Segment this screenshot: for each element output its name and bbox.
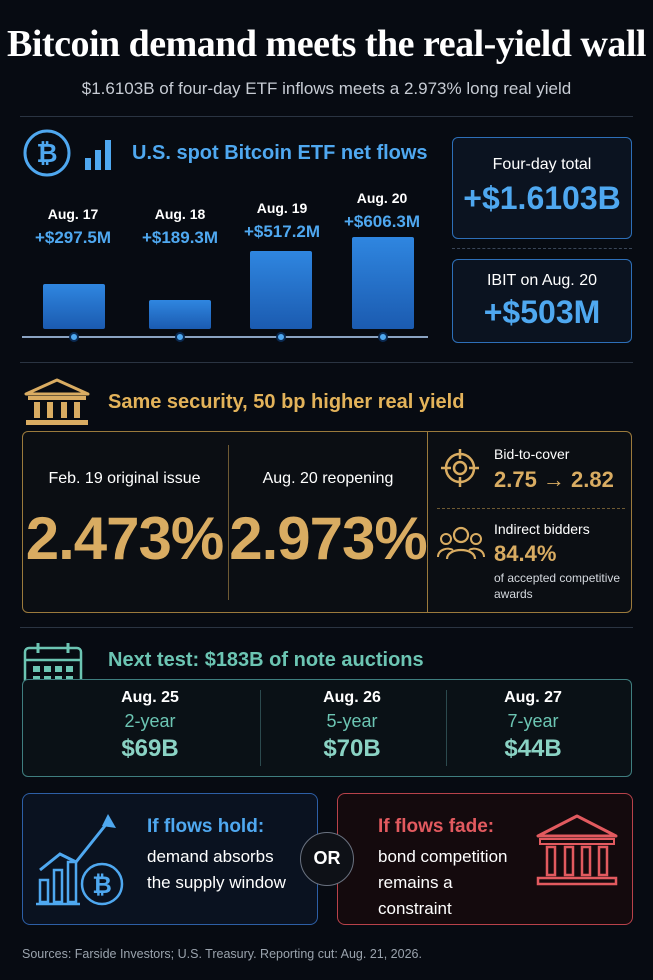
vertical-divider <box>260 690 261 766</box>
svg-text:₿: ₿ <box>36 138 57 168</box>
etf-flow-bar <box>149 300 211 329</box>
auction-amount: $69B <box>121 735 179 762</box>
vertical-divider <box>446 690 447 766</box>
auction-item: Aug. 26 5-year $70B <box>262 689 442 763</box>
auction-date: Aug. 27 <box>504 689 562 706</box>
divider <box>20 362 633 363</box>
auction-date: Aug. 26 <box>323 689 381 706</box>
ibit-value: +$503M <box>483 294 601 330</box>
flows-hold-line: demand absorbs <box>147 847 274 866</box>
flows-fade-line: remains a <box>378 873 453 892</box>
four-day-total-card: Four-day total +$1.6103B <box>452 137 632 239</box>
growth-chart-bitcoin-icon: ₿ <box>34 808 124 908</box>
timeline-dot <box>175 332 185 342</box>
auction-tenor: 5-year <box>326 711 378 731</box>
dashed-divider <box>452 248 632 249</box>
etf-day-value: +$189.3M <box>141 228 219 247</box>
bid-to-cover-value: 2.75 → 2.82 <box>494 467 614 492</box>
auctions-section-title: Next test: $183B of note auctions <box>108 649 424 671</box>
auction-item: Aug. 25 2-year $69B <box>72 689 228 763</box>
etf-day-date: Aug. 20 <box>356 190 408 206</box>
etf-day-date: Aug. 18 <box>154 206 206 222</box>
etf-day-label: Aug. 20 +$606.3M <box>332 190 432 232</box>
etf-flow-bar <box>352 237 414 329</box>
auction-item: Aug. 27 7-year $44B <box>448 689 618 763</box>
target-icon <box>440 448 480 488</box>
auction-tenor: 2-year <box>124 711 176 731</box>
etf-day-date: Aug. 17 <box>47 206 99 222</box>
yield-comparison-card <box>22 431 632 613</box>
treasury-section-title: Same security, 50 bp higher real yield <box>108 391 465 413</box>
indirect-note-line: awards <box>494 587 533 601</box>
timeline-dot <box>69 332 79 342</box>
page-subtitle: $1.6103B of four-day ETF inflows meets a… <box>81 79 572 98</box>
flows-fade-body: bond competition remains a constraint <box>378 844 507 922</box>
etf-day-value: +$606.3M <box>343 212 421 231</box>
auction-date: Aug. 25 <box>121 689 179 706</box>
etf-day-value: +$517.2M <box>243 222 321 241</box>
flows-hold-heading: If flows hold: <box>147 816 265 837</box>
vertical-divider <box>228 445 229 600</box>
original-issue-panel: Feb. 19 original issue 2.473% <box>22 470 227 573</box>
etf-day-label: Aug. 18 +$189.3M <box>130 206 230 248</box>
timeline-dot <box>378 332 388 342</box>
bitcoin-icon: ₿ <box>22 128 72 178</box>
page-title: Bitcoin demand meets the real-yield wall <box>7 23 646 65</box>
divider <box>20 116 633 117</box>
original-issue-label: Feb. 19 original issue <box>48 470 201 487</box>
divider <box>20 627 633 628</box>
etf-day-label: Aug. 19 +$517.2M <box>232 200 332 242</box>
svg-text:₿: ₿ <box>92 872 112 899</box>
etf-day-value: +$297.5M <box>34 228 112 247</box>
timeline-dot <box>276 332 286 342</box>
auction-amount: $44B <box>504 735 562 762</box>
etf-section-title: U.S. spot Bitcoin ETF net flows <box>132 142 428 164</box>
flows-fade-card <box>337 793 633 925</box>
auction-amount: $70B <box>323 735 381 762</box>
flows-fade-heading: If flows fade: <box>378 816 495 837</box>
reopening-label: Aug. 20 reopening <box>262 470 394 487</box>
people-icon <box>437 523 485 563</box>
reopening-yield: 2.973% <box>229 505 428 572</box>
bank-building-red-icon <box>532 812 622 892</box>
flows-fade-line: constraint <box>378 899 452 918</box>
indirect-bidders-value: 84.4% <box>494 541 557 566</box>
indirect-bidders-note: of accepted competitive awards <box>494 570 620 602</box>
auctions-card <box>22 679 632 777</box>
flows-fade-line: bond competition <box>378 847 508 866</box>
chart-baseline <box>22 336 428 338</box>
etf-flow-bar <box>250 251 312 329</box>
indirect-bidders-label: Indirect bidders <box>494 521 590 537</box>
flows-hold-body: demand absorbs the supply window <box>147 844 286 896</box>
dashed-divider <box>437 508 625 509</box>
etf-day-label: Aug. 17 +$297.5M <box>23 206 123 248</box>
bar-chart-icon <box>84 136 114 172</box>
vertical-divider <box>427 432 428 612</box>
etf-day-date: Aug. 19 <box>256 200 308 216</box>
bid-to-cover-label: Bid-to-cover <box>494 446 570 462</box>
auction-tenor: 7-year <box>507 711 559 731</box>
indirect-note-line: of accepted competitive <box>494 571 621 585</box>
ibit-label: IBIT on Aug. 20 <box>486 272 597 289</box>
original-issue-yield: 2.473% <box>25 505 225 572</box>
four-day-total-value: +$1.6103B <box>463 180 621 216</box>
four-day-total-label: Four-day total <box>492 156 592 173</box>
sources-footnote: Sources: Farside Investors; U.S. Treasur… <box>22 947 422 961</box>
reopening-panel: Aug. 20 reopening 2.973% <box>229 470 428 573</box>
bank-building-icon <box>22 378 92 428</box>
or-separator: OR <box>300 832 354 886</box>
etf-flow-bar <box>43 284 105 329</box>
flows-hold-line: the supply window <box>147 873 286 892</box>
ibit-card: IBIT on Aug. 20 +$503M <box>452 259 632 343</box>
